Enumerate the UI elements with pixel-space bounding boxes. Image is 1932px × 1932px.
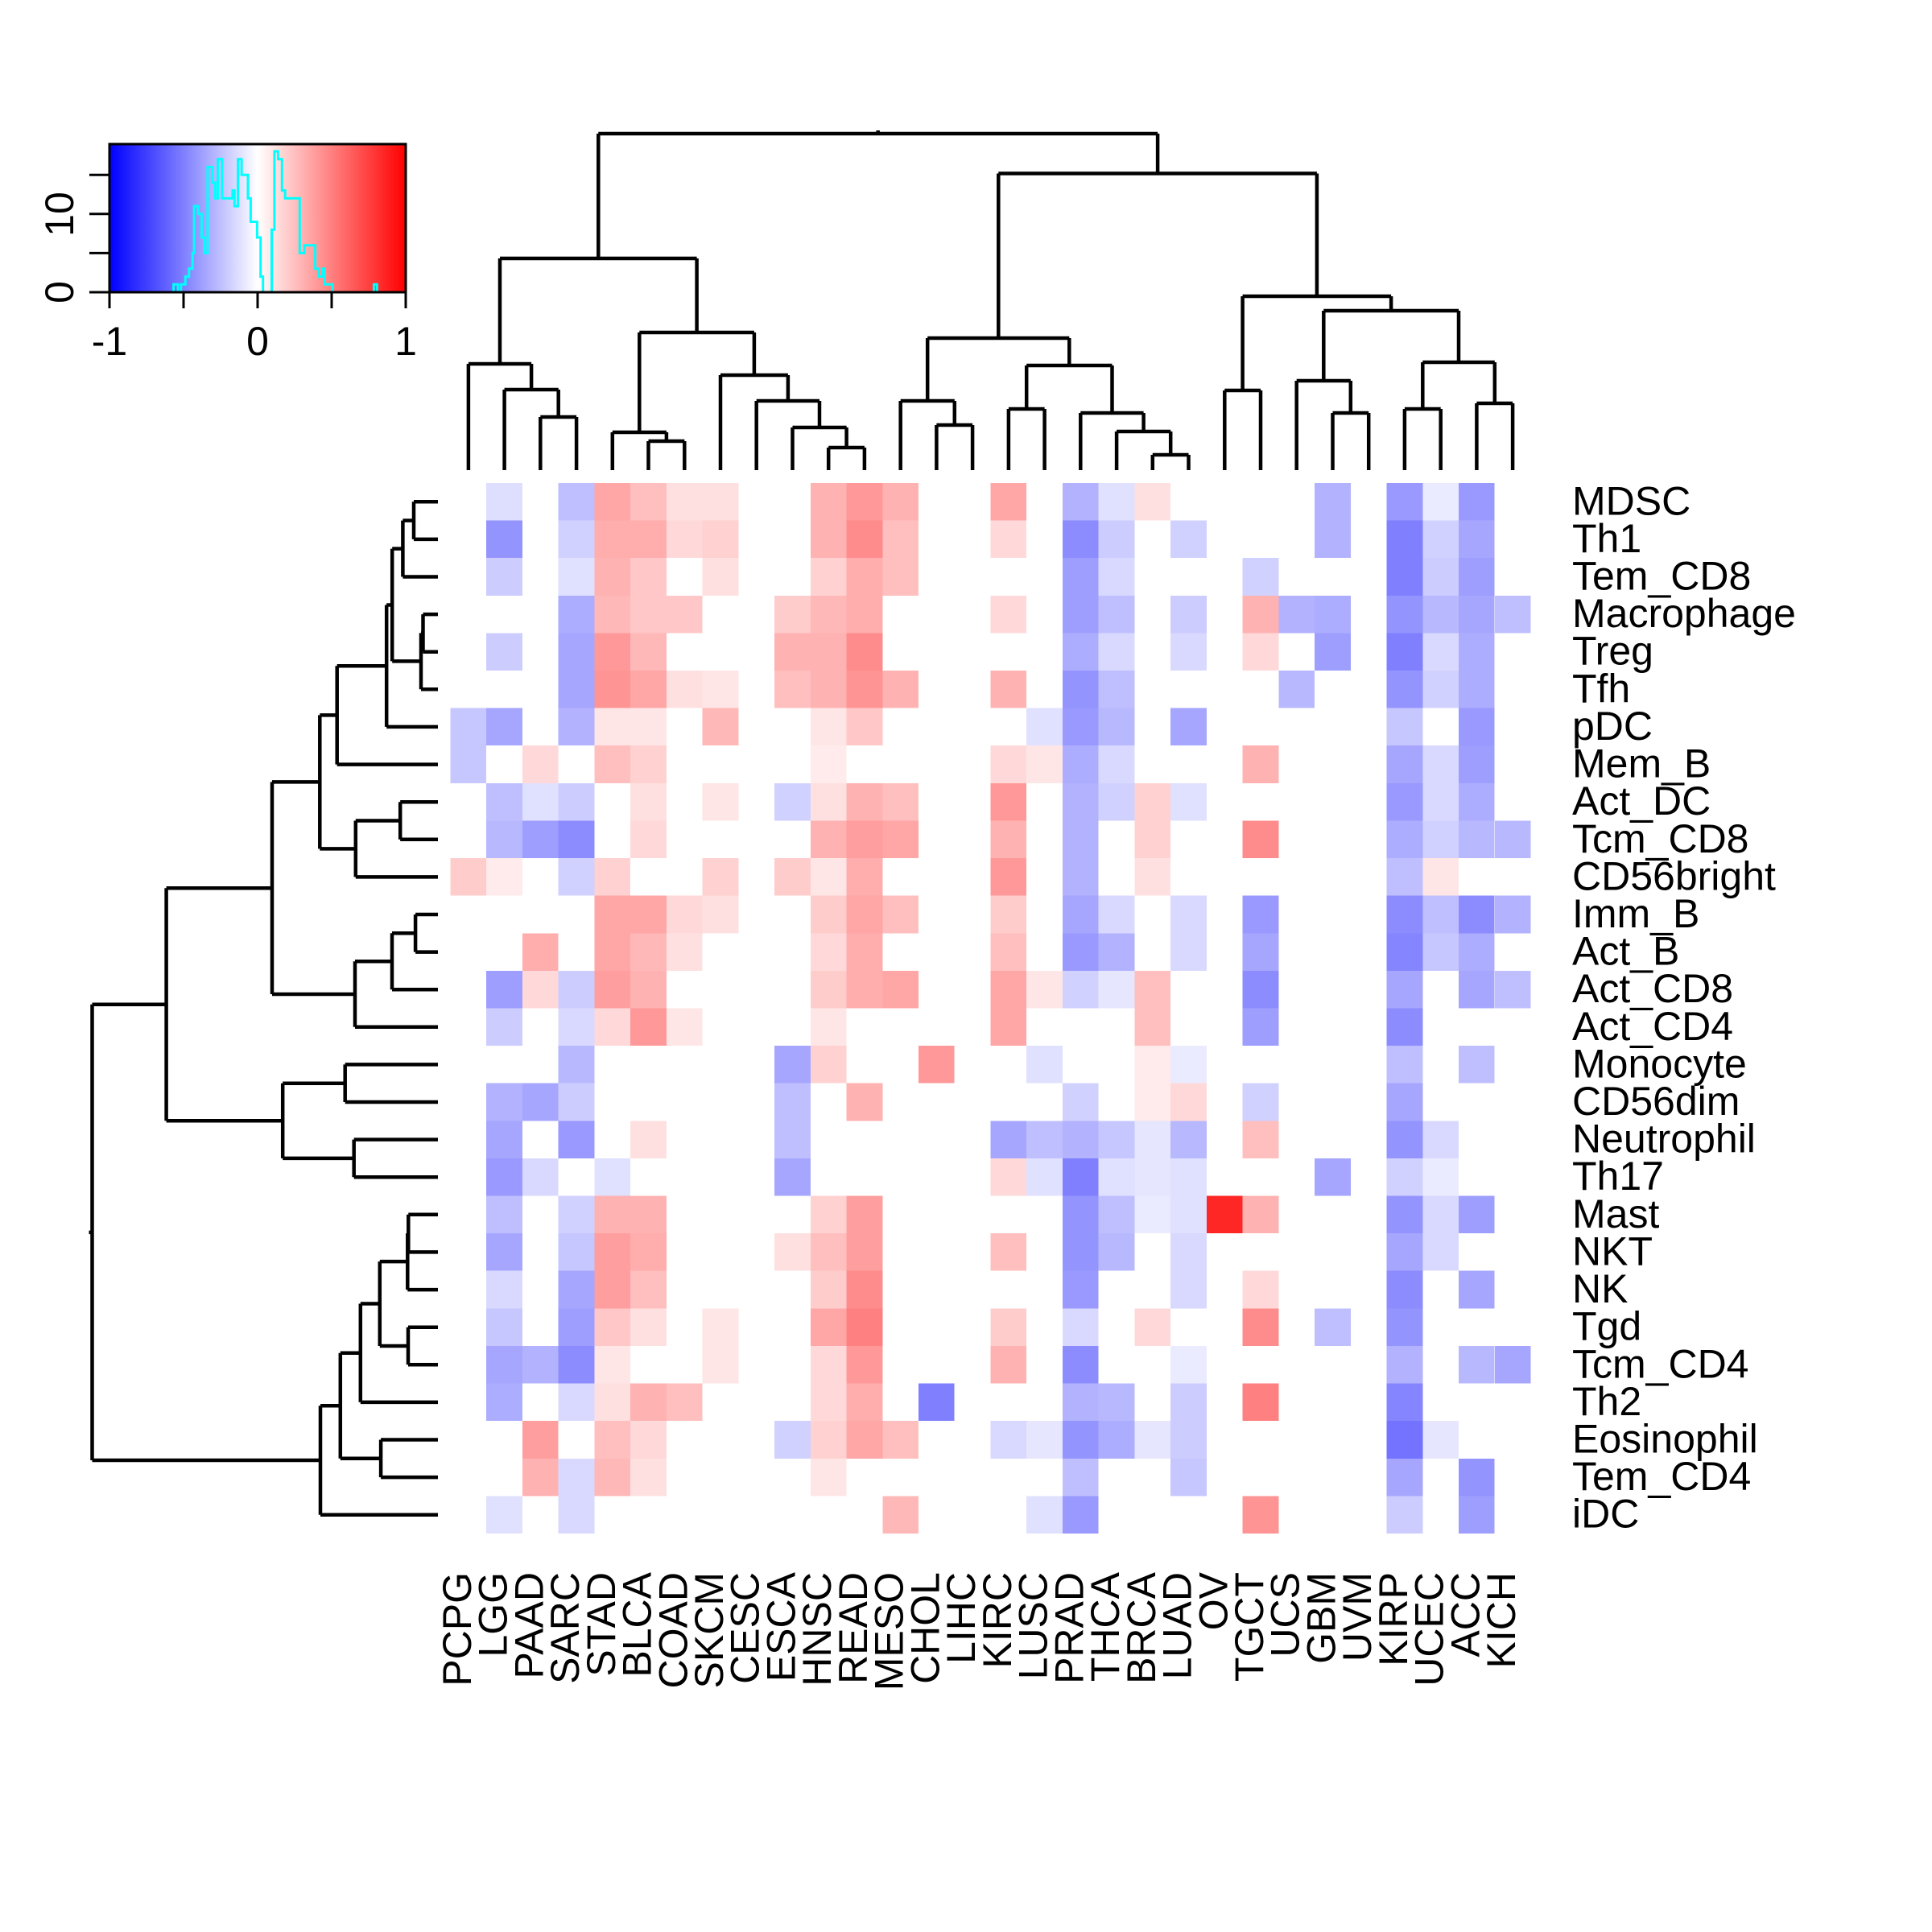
svg-text:Act_CD4: Act_CD4 bbox=[1572, 1004, 1733, 1049]
svg-text:NK: NK bbox=[1572, 1266, 1628, 1311]
svg-text:CD56dim: CD56dim bbox=[1572, 1079, 1740, 1124]
svg-text:MDSC: MDSC bbox=[1572, 478, 1690, 523]
svg-text:LUAD: LUAD bbox=[1155, 1572, 1200, 1679]
svg-text:NKT: NKT bbox=[1572, 1228, 1653, 1274]
svg-text:Act_CD8: Act_CD8 bbox=[1572, 966, 1733, 1011]
svg-text:Tfh: Tfh bbox=[1572, 666, 1630, 711]
svg-text:ACC: ACC bbox=[1443, 1572, 1488, 1657]
svg-text:Th1: Th1 bbox=[1572, 516, 1641, 561]
svg-text:UVM: UVM bbox=[1335, 1572, 1380, 1662]
svg-text:LGG: LGG bbox=[471, 1572, 516, 1657]
svg-text:Macrophage: Macrophage bbox=[1572, 591, 1796, 636]
svg-text:Tem_CD8: Tem_CD8 bbox=[1572, 554, 1751, 599]
svg-text:Tem_CD4: Tem_CD4 bbox=[1572, 1454, 1751, 1499]
svg-text:LUSC: LUSC bbox=[1011, 1572, 1056, 1679]
svg-text:PCPG: PCPG bbox=[435, 1572, 480, 1686]
svg-text:Tgd: Tgd bbox=[1572, 1304, 1641, 1349]
svg-text:Mast: Mast bbox=[1572, 1191, 1659, 1236]
svg-text:OV: OV bbox=[1191, 1571, 1236, 1630]
svg-text:10: 10 bbox=[37, 192, 82, 237]
svg-text:1: 1 bbox=[394, 319, 417, 364]
svg-text:Act_B: Act_B bbox=[1572, 929, 1679, 974]
svg-text:-1: -1 bbox=[92, 319, 127, 364]
svg-text:KIRP: KIRP bbox=[1371, 1572, 1416, 1666]
svg-text:STAD: STAD bbox=[579, 1572, 624, 1677]
svg-text:Monocyte: Monocyte bbox=[1572, 1041, 1747, 1086]
svg-text:SARC: SARC bbox=[543, 1572, 588, 1684]
svg-text:UCS: UCS bbox=[1263, 1572, 1308, 1657]
svg-text:TGCT: TGCT bbox=[1227, 1572, 1272, 1682]
svg-text:Eosinophil: Eosinophil bbox=[1572, 1417, 1758, 1462]
svg-text:pDC: pDC bbox=[1572, 704, 1653, 749]
svg-text:CHOL: CHOL bbox=[902, 1572, 947, 1684]
svg-text:BRCA: BRCA bbox=[1119, 1571, 1164, 1684]
svg-text:LIHC: LIHC bbox=[939, 1572, 984, 1664]
svg-text:Mem_B: Mem_B bbox=[1572, 741, 1711, 786]
svg-text:READ: READ bbox=[831, 1572, 876, 1684]
svg-text:GBM: GBM bbox=[1299, 1572, 1344, 1664]
svg-text:Act_DC: Act_DC bbox=[1572, 778, 1711, 824]
svg-text:0: 0 bbox=[246, 319, 269, 364]
svg-text:CD56bright: CD56bright bbox=[1572, 853, 1776, 898]
svg-text:Tcm_CD4: Tcm_CD4 bbox=[1572, 1341, 1748, 1386]
svg-text:PAAD: PAAD bbox=[506, 1572, 551, 1678]
svg-text:iDC: iDC bbox=[1572, 1492, 1639, 1537]
svg-text:KICH: KICH bbox=[1479, 1572, 1524, 1668]
svg-text:KIRC: KIRC bbox=[975, 1572, 1020, 1668]
svg-text:Th2: Th2 bbox=[1572, 1379, 1641, 1424]
svg-text:COAD: COAD bbox=[650, 1572, 696, 1688]
svg-text:BLCA: BLCA bbox=[615, 1571, 660, 1677]
svg-text:Th17: Th17 bbox=[1572, 1154, 1664, 1199]
svg-text:0: 0 bbox=[37, 281, 82, 303]
svg-text:Treg: Treg bbox=[1572, 629, 1653, 674]
svg-text:Imm_B: Imm_B bbox=[1572, 891, 1699, 936]
svg-text:Neutrophil: Neutrophil bbox=[1572, 1117, 1756, 1162]
svg-text:THCA: THCA bbox=[1083, 1571, 1128, 1682]
svg-text:HNSC: HNSC bbox=[795, 1572, 840, 1686]
svg-text:SKCM: SKCM bbox=[687, 1572, 732, 1688]
svg-text:ESCA: ESCA bbox=[759, 1571, 804, 1682]
svg-text:MESO: MESO bbox=[867, 1572, 912, 1690]
svg-text:CESC: CESC bbox=[723, 1572, 768, 1684]
svg-text:Tcm_CD8: Tcm_CD8 bbox=[1572, 816, 1748, 861]
svg-text:PRAD: PRAD bbox=[1046, 1572, 1092, 1684]
svg-text:UCEC: UCEC bbox=[1407, 1572, 1452, 1686]
